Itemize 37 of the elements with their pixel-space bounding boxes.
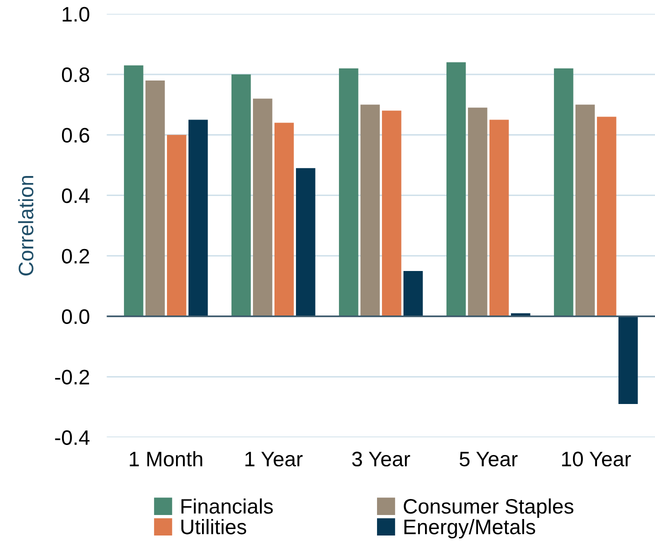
y-tick-label: 0.2 bbox=[62, 248, 90, 264]
bar bbox=[296, 168, 316, 316]
bar bbox=[231, 74, 251, 316]
x-tick-label: 3 Year bbox=[352, 452, 410, 466]
x-tick-label: 1 Month bbox=[130, 451, 202, 466]
legend-label: Utilities bbox=[181, 519, 246, 534]
legend-label: Consumer Staples bbox=[404, 498, 574, 518]
bar bbox=[382, 110, 402, 316]
bar bbox=[124, 65, 144, 316]
legend-label: Financials bbox=[181, 498, 273, 514]
bar bbox=[596, 116, 616, 316]
bar bbox=[554, 68, 574, 316]
bar bbox=[446, 62, 466, 316]
y-tick-label: -0.2 bbox=[55, 370, 90, 385]
y-tick-label: -0.4 bbox=[55, 430, 90, 445]
bar bbox=[252, 98, 272, 316]
x-tick-label: 5 Year bbox=[460, 452, 518, 466]
bar bbox=[575, 104, 595, 316]
bar bbox=[338, 68, 358, 316]
y-tick-label: 0.6 bbox=[62, 128, 90, 143]
bar bbox=[618, 316, 638, 404]
y-axis-title: Correlation bbox=[18, 176, 34, 276]
bar bbox=[403, 270, 423, 316]
bar bbox=[274, 122, 294, 316]
bar bbox=[145, 80, 165, 316]
y-tick-label: 0.0 bbox=[62, 309, 90, 324]
y-tick-label: 0.4 bbox=[62, 188, 90, 204]
bar bbox=[360, 104, 380, 316]
y-tick-label: 1.0 bbox=[62, 6, 90, 22]
legend-label: Energy/Metals bbox=[404, 519, 536, 538]
bar bbox=[166, 134, 186, 316]
bar bbox=[188, 120, 208, 316]
x-tick-label: 1 Year bbox=[245, 452, 303, 466]
x-tick-label: 10 Year bbox=[562, 452, 631, 466]
bar bbox=[468, 108, 488, 316]
y-tick-label: 0.8 bbox=[62, 67, 90, 82]
bar bbox=[489, 120, 509, 316]
